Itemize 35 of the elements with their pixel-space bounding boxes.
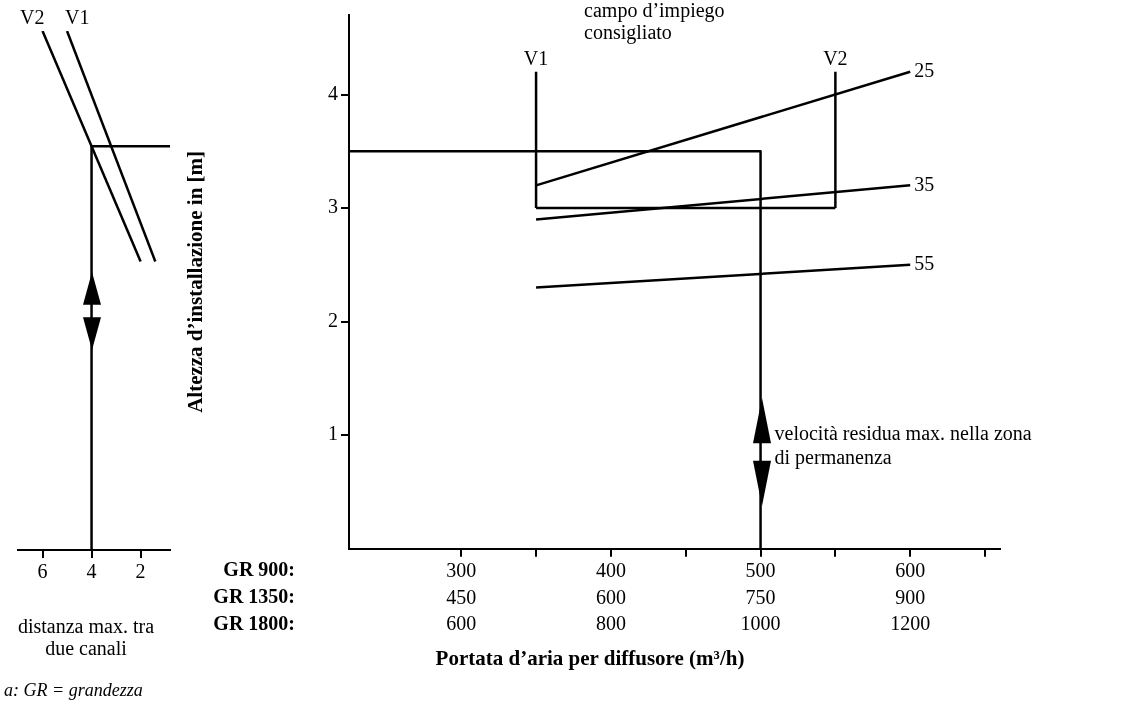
annotation: velocità residua max. nella zona di permanenza [774, 422, 1032, 470]
x-tick-label: 400 [595, 559, 626, 582]
x2-tick-label: 600 [595, 586, 626, 609]
series-label: V2 [20, 6, 45, 29]
text: 800 [595, 612, 626, 635]
y-tick-label: 4 [328, 81, 338, 104]
series-label: V2 [823, 47, 848, 70]
series-label: 35 [914, 172, 935, 195]
text: 1200 [890, 612, 931, 635]
x-tick-label: 6 [37, 560, 48, 583]
x-tick-label: 2 [135, 560, 146, 583]
x-tick-label: 300 [446, 559, 477, 582]
text: GR 900: [223, 557, 295, 580]
x2-tick-label: 900 [895, 586, 926, 609]
annotation: campo d’impiego consigliato [584, 0, 725, 45]
x-tick-label: 600 [895, 559, 926, 582]
text: 600 [446, 612, 477, 635]
text: GR 1800: [213, 611, 295, 634]
text: a: GR = grandezza [4, 679, 143, 700]
x2-tick-label: 750 [745, 586, 776, 609]
text: GR 1350: [213, 584, 295, 607]
y-tick-label: 3 [328, 195, 338, 218]
x-axis-title: Portata d’aria per diffusore (m³/h) [435, 645, 745, 670]
y-tick-label: 2 [328, 308, 338, 331]
y-tick-label: 1 [328, 422, 338, 445]
series-label: V1 [65, 6, 90, 29]
x2-tick-label: 450 [446, 586, 477, 609]
x-tick-label: 500 [745, 559, 776, 582]
x-tick-label: 4 [86, 560, 97, 583]
text: 1000 [740, 612, 781, 635]
y-axis-title: Altezza d’installazione in [m] [183, 150, 208, 413]
x-axis-title: distanza max. tra due canali [17, 615, 155, 660]
series-label: 25 [914, 59, 935, 82]
series-label: 55 [914, 252, 935, 275]
series-label: V1 [523, 47, 549, 70]
